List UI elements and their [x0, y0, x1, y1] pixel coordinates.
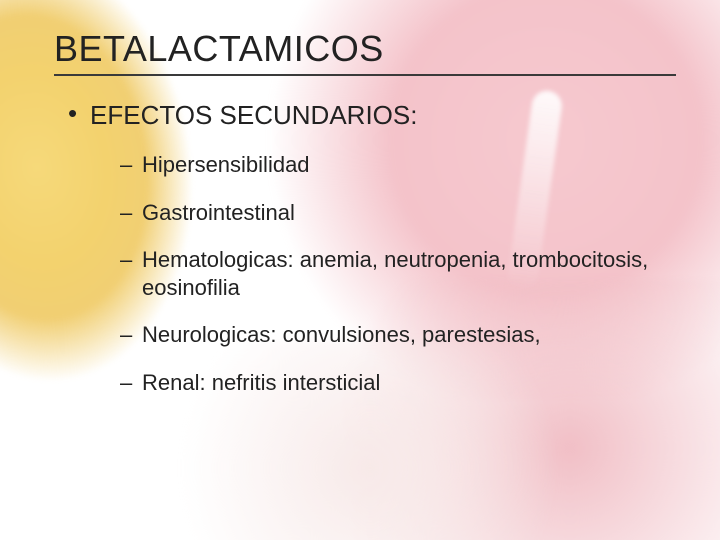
slide-content: BETALACTAMICOS EFECTOS SECUNDARIOS: Hipe… — [0, 0, 720, 396]
sub-bullet-item: Neurologicas: convulsiones, parestesias, — [120, 321, 676, 349]
sub-bullet-item: Gastrointestinal — [120, 199, 676, 227]
bullet-text: EFECTOS SECUNDARIOS: — [90, 100, 417, 130]
sub-bullet-text: Renal: nefritis intersticial — [142, 370, 380, 395]
sub-bullet-item: Renal: nefritis intersticial — [120, 369, 676, 397]
sub-bullet-item: Hipersensibilidad — [120, 151, 676, 179]
slide-title: BETALACTAMICOS — [54, 28, 676, 76]
sub-bullet-item: Hematologicas: anemia, neutropenia, trom… — [120, 246, 676, 301]
sub-bullet-text: Neurologicas: convulsiones, parestesias, — [142, 322, 541, 347]
sub-bullet-text: Gastrointestinal — [142, 200, 295, 225]
sub-bullet-text: Hematologicas: anemia, neutropenia, trom… — [142, 247, 648, 300]
sub-bullet-text: Hipersensibilidad — [142, 152, 310, 177]
bullet-item: EFECTOS SECUNDARIOS: Hipersensibilidad G… — [68, 100, 676, 396]
bullet-list-level1: EFECTOS SECUNDARIOS: Hipersensibilidad G… — [54, 100, 676, 396]
bullet-list-level2: Hipersensibilidad Gastrointestinal Hemat… — [90, 151, 676, 396]
